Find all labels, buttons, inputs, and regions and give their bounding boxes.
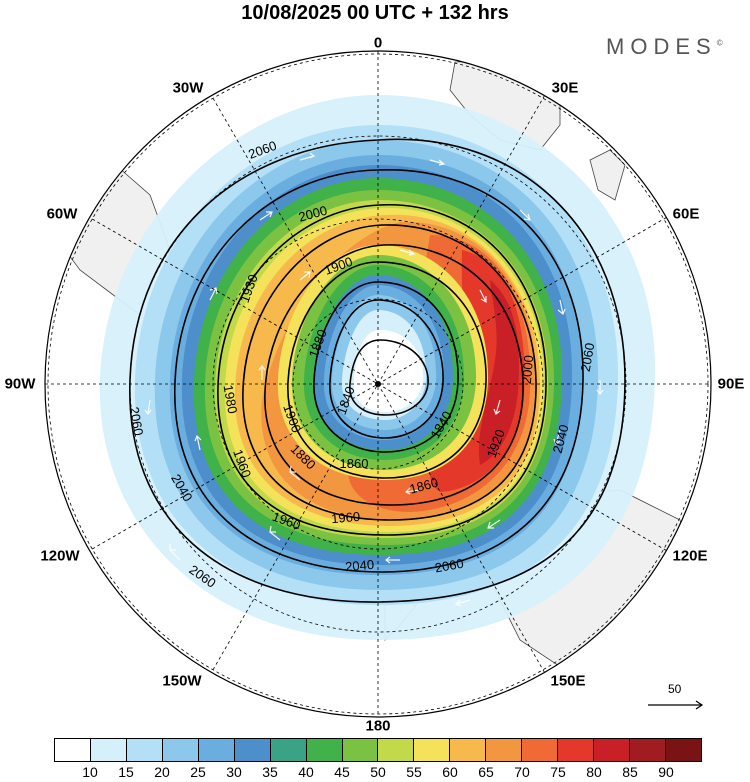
- brand-logo: MODES©: [606, 34, 723, 59]
- map-title: 10/08/2025 00 UTC + 132 hrs: [241, 2, 509, 24]
- contour-label: 1860: [340, 456, 369, 471]
- colorbar-tick-label: 45: [334, 764, 350, 780]
- colorbar-tick-label: 60: [442, 764, 458, 780]
- svg-text:2040: 2040: [550, 423, 572, 455]
- svg-text:1960: 1960: [331, 509, 361, 526]
- colorbar: [54, 738, 702, 762]
- colorbar-swatch: [55, 739, 91, 761]
- colorbar-tick-label: 85: [622, 764, 638, 780]
- lon-label-120e: 120E: [672, 547, 708, 565]
- lon-label-60e: 60E: [672, 205, 700, 223]
- lon-label-0: 0: [373, 34, 383, 52]
- contour-label: 2000: [297, 203, 329, 225]
- contour-1860: [329, 299, 444, 439]
- contour-label: 1860: [408, 475, 440, 497]
- lon-label-180: 180: [365, 717, 391, 735]
- contour-label: 2040: [550, 423, 572, 455]
- colorbar-tick-label: 30: [226, 764, 242, 780]
- contour-label: 2060: [246, 138, 278, 162]
- colorbar-swatch: [486, 739, 523, 761]
- lon-label-150w: 150W: [162, 672, 202, 690]
- contour-1960: [242, 224, 537, 521]
- south-pole-marker: [375, 381, 381, 387]
- map-boundary: [44, 50, 712, 718]
- svg-text:1980: 1980: [221, 384, 241, 415]
- colorbar-swatch: [162, 739, 199, 761]
- colorbar-labels: 10 15 20 25 30 35 40 45 50 55 60 65 70 75 80 85 90: [0, 764, 750, 782]
- contour-label: 2060: [434, 556, 465, 576]
- contour-label: 2060: [578, 342, 598, 373]
- svg-text:1860: 1860: [340, 456, 369, 471]
- colorbar-tick-label: 65: [478, 764, 494, 780]
- colorbar-tick-label: 40: [298, 764, 314, 780]
- reference-vector-arrow: [648, 700, 704, 710]
- contour-1880: [313, 281, 459, 453]
- lon-label-120w: 120W: [40, 547, 80, 565]
- colorbar-tick-label: 20: [154, 764, 170, 780]
- colorbar-swatch: [450, 739, 487, 761]
- contour-label: 2000: [519, 355, 536, 385]
- colorbar-tick-label: 80: [586, 764, 602, 780]
- colorbar-tick-label: 35: [262, 764, 278, 780]
- colorbar-tick-label: 70: [514, 764, 530, 780]
- graticule: [45, 51, 711, 717]
- colorbar-swatch: [342, 739, 379, 761]
- madagascar-landmass: [589, 149, 626, 201]
- contour-label: 2040: [345, 557, 375, 574]
- colorbar-tick-label: 10: [82, 764, 98, 780]
- contour-label: 1960: [331, 509, 361, 526]
- wind-speed-shading: [99, 95, 656, 640]
- contour-2000: [217, 204, 547, 536]
- colorbar-swatch: [198, 739, 235, 761]
- colorbar-tick-label: 55: [406, 764, 422, 780]
- contour-label: 2060: [127, 406, 147, 437]
- colorbar-swatch: [306, 739, 343, 761]
- lon-label-60w: 60W: [46, 205, 78, 223]
- colorbar-swatch: [630, 739, 666, 761]
- wind-vectors: [144, 152, 604, 607]
- colorbar-swatch: [270, 739, 307, 761]
- svg-text:2060: 2060: [127, 406, 147, 437]
- svg-text:2060: 2060: [578, 342, 598, 373]
- contour-2060-outer: [129, 138, 626, 603]
- colorbar-swatch: [234, 739, 271, 761]
- colorbar-tick-label: 50: [370, 764, 386, 780]
- colorbar-swatch: [90, 739, 127, 761]
- svg-text:2000: 2000: [297, 203, 329, 225]
- colorbar-swatch: [378, 739, 415, 761]
- lon-label-150e: 150E: [550, 672, 586, 690]
- svg-text:1860: 1860: [408, 475, 440, 497]
- contour-2040: [174, 169, 584, 573]
- reference-vector-label: 50: [668, 682, 682, 696]
- colorbar-swatch: [414, 739, 451, 761]
- contour-1900: [287, 261, 487, 479]
- colorbar-tick-label: 25: [190, 764, 206, 780]
- colorbar-tick-label: 75: [550, 764, 566, 780]
- colorbar-swatch: [126, 739, 163, 761]
- colorbar-swatch: [594, 739, 630, 761]
- height-contours: [129, 138, 626, 603]
- contour-1920: [264, 244, 524, 506]
- lon-label-30e: 30E: [551, 79, 579, 97]
- colorbar-swatch: [558, 739, 595, 761]
- colorbar-tick-label: 15: [118, 764, 134, 780]
- colorbar-swatch: [665, 739, 701, 761]
- lon-label-30w: 30W: [172, 79, 204, 97]
- svg-text:2040: 2040: [345, 557, 375, 574]
- svg-text:2000: 2000: [519, 355, 536, 385]
- contour-label: 1980: [221, 384, 241, 415]
- svg-text:2060: 2060: [434, 556, 465, 576]
- lon-label-90w: 90W: [4, 375, 36, 393]
- lon-label-90e: 90E: [717, 375, 745, 393]
- colorbar-tick-label: 90: [658, 764, 674, 780]
- colorbar-swatch: [522, 739, 559, 761]
